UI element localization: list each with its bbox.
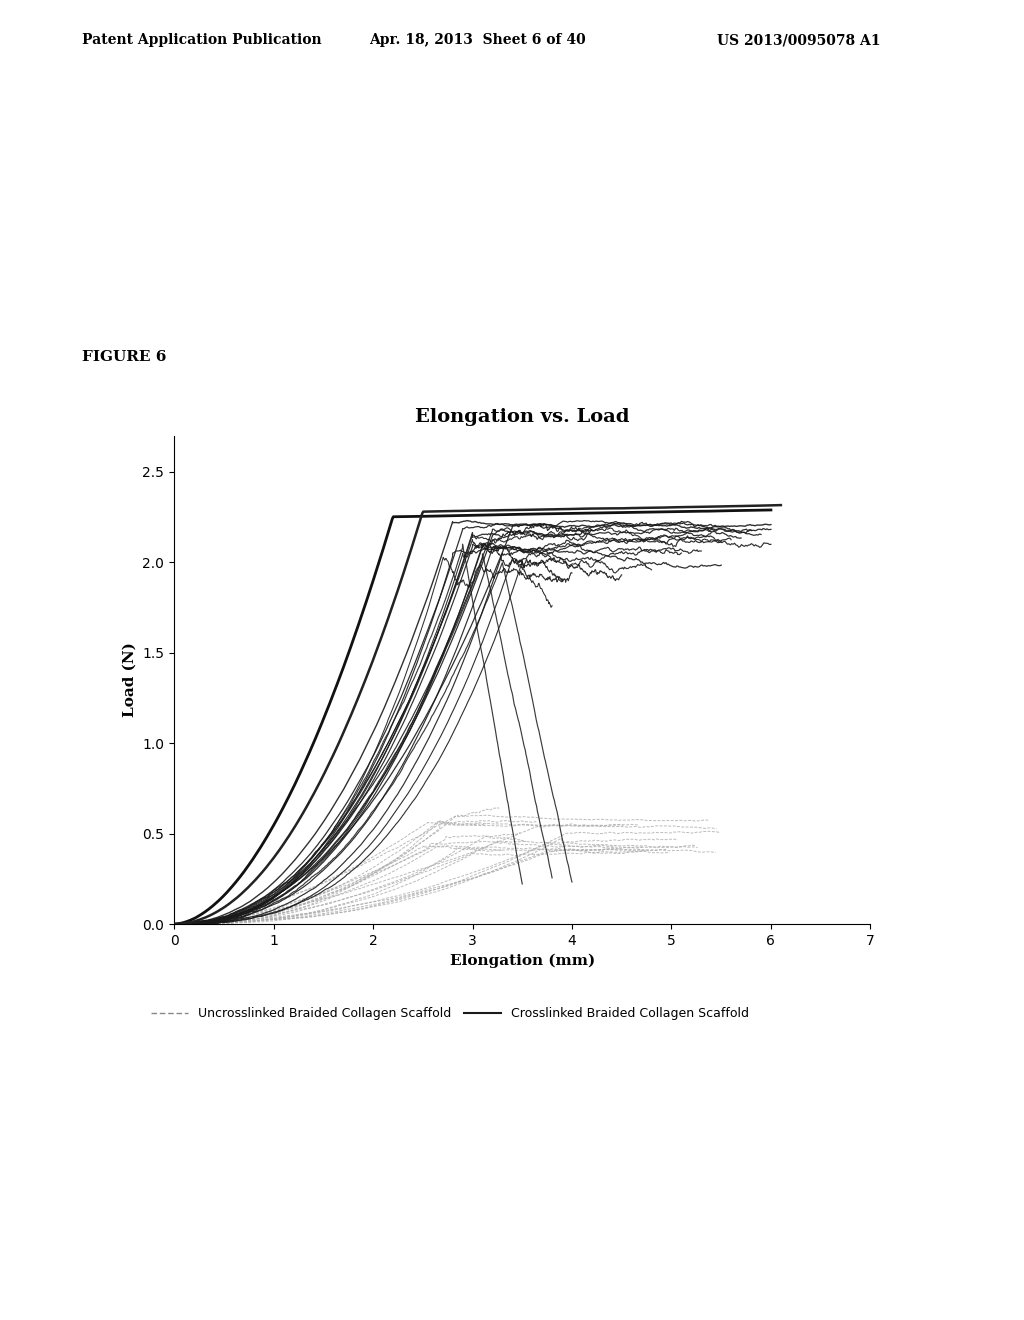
Text: Patent Application Publication: Patent Application Publication (82, 33, 322, 48)
X-axis label: Elongation (mm): Elongation (mm) (450, 953, 595, 968)
Y-axis label: Load (N): Load (N) (123, 643, 137, 717)
Text: US 2013/0095078 A1: US 2013/0095078 A1 (717, 33, 881, 48)
Title: Elongation vs. Load: Elongation vs. Load (415, 408, 630, 426)
Text: Apr. 18, 2013  Sheet 6 of 40: Apr. 18, 2013 Sheet 6 of 40 (369, 33, 586, 48)
Text: FIGURE 6: FIGURE 6 (82, 350, 166, 364)
Legend: Uncrosslinked Braided Collagen Scaffold, Crosslinked Braided Collagen Scaffold: Uncrosslinked Braided Collagen Scaffold,… (145, 1002, 755, 1026)
